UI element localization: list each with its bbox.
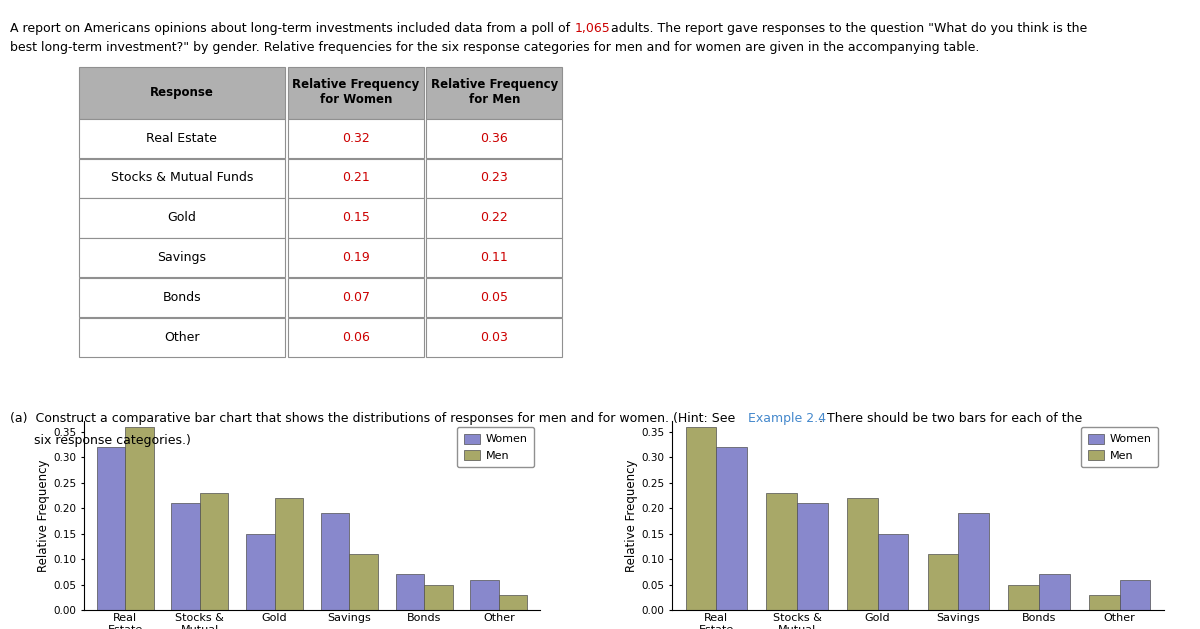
Bar	[172, 503, 200, 610]
Text: 0.05: 0.05	[480, 291, 509, 304]
Bar	[424, 584, 452, 610]
Text: 0.11: 0.11	[480, 251, 509, 264]
Text: 0.19: 0.19	[342, 251, 370, 264]
Bar	[246, 533, 275, 610]
Text: Response: Response	[150, 86, 214, 99]
Bar	[125, 426, 154, 610]
Text: Other: Other	[164, 330, 199, 343]
Text: . There should be two bars for each of the: . There should be two bars for each of t…	[818, 412, 1081, 425]
Text: Gold: Gold	[168, 211, 197, 224]
Bar	[1088, 595, 1120, 610]
Bar	[1039, 574, 1069, 610]
Text: Stocks & Mutual Funds: Stocks & Mutual Funds	[110, 171, 253, 184]
Text: Example 2.4: Example 2.4	[748, 412, 826, 425]
Bar	[928, 554, 959, 610]
Text: 0.06: 0.06	[342, 330, 370, 343]
Bar	[470, 579, 499, 610]
Bar	[847, 498, 877, 610]
Text: A report on Americans opinions about long-term investments included data from a : A report on Americans opinions about lon…	[10, 22, 574, 35]
Bar	[349, 554, 378, 610]
Bar	[685, 426, 716, 610]
FancyBboxPatch shape	[288, 67, 424, 119]
Bar	[959, 513, 989, 610]
Text: 0.03: 0.03	[480, 330, 509, 343]
FancyBboxPatch shape	[426, 199, 563, 238]
FancyBboxPatch shape	[288, 278, 424, 317]
Legend: Women, Men: Women, Men	[457, 427, 534, 467]
FancyBboxPatch shape	[79, 278, 286, 317]
Text: 0.32: 0.32	[342, 131, 370, 145]
FancyBboxPatch shape	[79, 318, 286, 357]
Text: 0.36: 0.36	[480, 131, 509, 145]
Bar	[877, 533, 908, 610]
Text: 0.23: 0.23	[480, 171, 509, 184]
FancyBboxPatch shape	[79, 238, 286, 277]
Bar	[200, 493, 228, 610]
FancyBboxPatch shape	[288, 238, 424, 277]
FancyBboxPatch shape	[288, 119, 424, 158]
Y-axis label: Relative Frequency: Relative Frequency	[37, 460, 50, 572]
FancyBboxPatch shape	[288, 199, 424, 238]
Text: Savings: Savings	[157, 251, 206, 264]
FancyBboxPatch shape	[79, 159, 286, 198]
Text: Bonds: Bonds	[163, 291, 202, 304]
Text: Relative Frequency
for Men: Relative Frequency for Men	[431, 78, 558, 106]
Text: best long-term investment?" by gender. Relative frequencies for the six response: best long-term investment?" by gender. R…	[10, 41, 979, 54]
Text: 0.21: 0.21	[342, 171, 370, 184]
Bar	[716, 447, 748, 610]
FancyBboxPatch shape	[426, 67, 563, 119]
FancyBboxPatch shape	[79, 67, 286, 119]
Bar	[320, 513, 349, 610]
Text: adults. The report gave responses to the question "What do you think is the: adults. The report gave responses to the…	[607, 22, 1087, 35]
FancyBboxPatch shape	[288, 318, 424, 357]
Bar	[1120, 579, 1151, 610]
Bar	[499, 595, 527, 610]
FancyBboxPatch shape	[426, 119, 563, 158]
Bar	[97, 447, 125, 610]
Legend: Women, Men: Women, Men	[1081, 427, 1158, 467]
Text: (a)  Construct a comparative bar chart that shows the distributions of responses: (a) Construct a comparative bar chart th…	[10, 412, 739, 425]
FancyBboxPatch shape	[426, 318, 563, 357]
FancyBboxPatch shape	[426, 159, 563, 198]
Bar	[767, 493, 797, 610]
Y-axis label: Relative Frequency: Relative Frequency	[625, 460, 638, 572]
Text: 1,065: 1,065	[575, 22, 611, 35]
Text: 0.15: 0.15	[342, 211, 370, 224]
Text: 0.22: 0.22	[480, 211, 509, 224]
Text: Real Estate: Real Estate	[146, 131, 217, 145]
Bar	[797, 503, 828, 610]
Text: six response categories.): six response categories.)	[10, 434, 191, 447]
Bar	[1008, 584, 1039, 610]
Bar	[275, 498, 304, 610]
Text: Relative Frequency
for Women: Relative Frequency for Women	[292, 78, 420, 106]
FancyBboxPatch shape	[79, 119, 286, 158]
FancyBboxPatch shape	[79, 199, 286, 238]
Text: 0.07: 0.07	[342, 291, 370, 304]
FancyBboxPatch shape	[288, 159, 424, 198]
Bar	[396, 574, 424, 610]
FancyBboxPatch shape	[426, 238, 563, 277]
FancyBboxPatch shape	[426, 278, 563, 317]
